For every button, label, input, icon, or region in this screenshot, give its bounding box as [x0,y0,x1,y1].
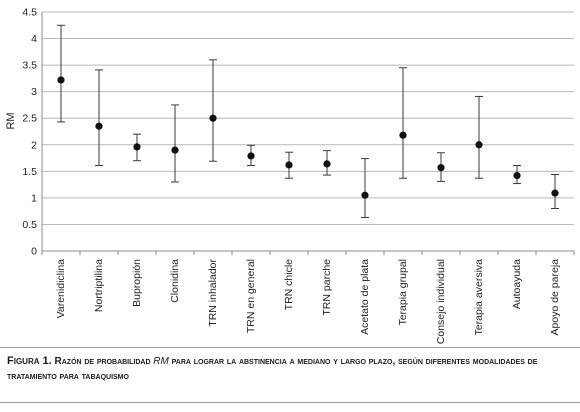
data-point [361,191,369,199]
data-point [171,146,179,154]
error-bar [361,158,369,219]
x-tick-label: TRN inhalador [207,259,219,327]
error-bars [57,24,559,219]
y-tick-label: 3.5 [22,60,37,72]
y-tick-label: 4.5 [22,7,37,19]
error-bar [57,24,65,123]
data-points [57,76,559,199]
x-tick-label: TRN chicle [283,259,295,311]
ci-chart: 0 0.5 1 1.5 2 2.5 3 3.5 4 4.5 Varenidiclina Nortri… [5,7,575,344]
data-point [57,76,65,84]
x-tick-label: Nortriptilina [93,259,105,312]
data-point [247,152,255,160]
data-point [513,171,521,180]
data-point [209,114,217,122]
data-point [437,164,445,172]
y-tick-label: 4 [31,33,37,45]
caption-top-rule [0,347,580,348]
x-tick-label: TRN parche [321,259,333,316]
error-bar [475,95,483,179]
data-point [475,141,483,149]
caption-lead: Figura 1. [7,355,52,367]
y-grid-lines [42,11,574,225]
y-axis-label: RM [5,112,17,129]
y-tick-label: 0 [31,246,37,258]
x-tick-label: Bupropión [131,259,143,307]
x-tick-label: Acetato de plata [359,259,371,335]
caption-text-before: Razón de probabilidad [51,356,154,367]
caption-text-after: para lograr la abstinencia a mediano y l… [7,356,538,382]
data-point [323,160,331,168]
y-tick-label: 3 [31,86,37,98]
y-axis: 0 0.5 1 1.5 2 2.5 3 3.5 4 4.5 [22,7,43,258]
caption-rm: RM [153,356,169,367]
caption-bottom-rule [0,402,580,403]
x-tick-label: Consejo individual [435,259,447,344]
data-point [95,122,103,130]
figure-caption: Figura 1. Razón de probabilidad RM para … [7,354,573,384]
error-bar [171,104,179,183]
y-tick-label: 1.5 [22,166,37,178]
data-point [133,143,141,151]
error-bar [209,59,217,162]
data-point [399,131,407,139]
x-tick-label: TRN en general [245,259,257,333]
y-tick-label: 2 [31,139,37,151]
x-tick-label: Terapia aversiva [473,259,485,336]
x-tick-label: Terapia grupal [397,259,409,326]
x-tick-label: Clonidina [169,259,181,303]
y-tick-label: 0.5 [22,219,37,231]
error-bar [95,69,103,166]
data-point [551,189,559,197]
y-tick-label: 2.5 [22,113,37,125]
y-tick-label: 1 [31,192,37,204]
x-tick-label: Autoayuda [511,259,523,309]
error-bar [399,67,407,179]
x-tick-label: Varenidiclina [55,259,67,318]
x-tick-label: Apoyo de pareja [549,259,561,336]
x-axis: Varenidiclina Nortriptilina Bupropión Cloni… [41,250,575,344]
data-point [285,161,293,169]
